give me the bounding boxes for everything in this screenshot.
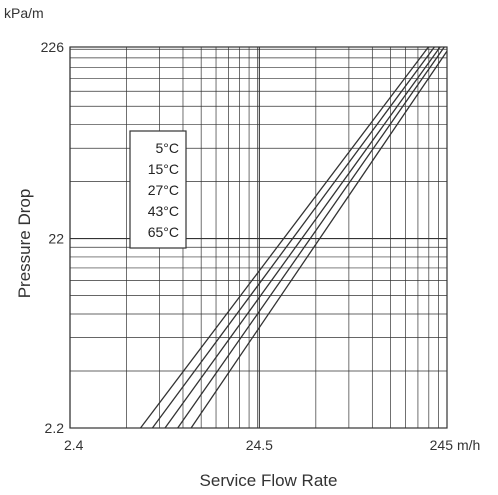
legend-entry: 5°C bbox=[156, 140, 180, 156]
legend: 5°C 15°C 27°C 43°C 65°C bbox=[129, 130, 187, 249]
y-tick-label: 2.2 bbox=[45, 420, 65, 436]
x-axis-title: Service Flow Rate bbox=[200, 471, 338, 490]
y-axis-unit: kPa/m bbox=[4, 5, 44, 21]
legend-entry: 27°C bbox=[148, 182, 179, 198]
series-line-2 bbox=[151, 46, 435, 429]
tick-labels: 2.4 24.5 245 2.2 22 226 bbox=[41, 39, 454, 453]
legend-entry: 15°C bbox=[148, 161, 179, 177]
series-line-1 bbox=[139, 46, 429, 429]
series-line-5 bbox=[190, 50, 448, 429]
x-axis-unit: m/h bbox=[457, 437, 480, 453]
series-line-3 bbox=[164, 46, 441, 429]
y-tick-label: 226 bbox=[41, 39, 65, 55]
legend-entry: 65°C bbox=[148, 224, 179, 240]
series-lines bbox=[139, 46, 448, 429]
x-tick-label: 2.4 bbox=[64, 437, 84, 453]
legend-box bbox=[129, 130, 187, 249]
x-tick-label: 245 bbox=[430, 437, 454, 453]
legend-entry: 43°C bbox=[148, 203, 179, 219]
plot-frame bbox=[69, 46, 448, 429]
y-tick-label: 22 bbox=[48, 231, 64, 247]
x-tick-label: 24.5 bbox=[246, 437, 273, 453]
series-line-4 bbox=[177, 46, 445, 429]
grid bbox=[69, 47, 448, 429]
y-axis-title: Pressure Drop bbox=[15, 189, 34, 299]
